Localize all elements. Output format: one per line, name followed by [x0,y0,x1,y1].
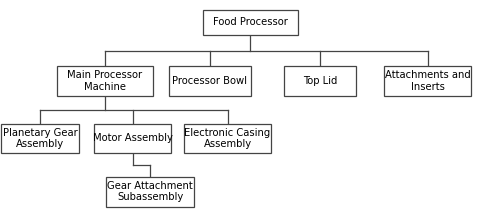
FancyBboxPatch shape [106,177,194,207]
Text: Food Processor: Food Processor [212,17,288,27]
FancyBboxPatch shape [184,124,271,153]
Text: Planetary Gear
Assembly: Planetary Gear Assembly [2,128,78,149]
FancyBboxPatch shape [168,66,251,96]
FancyBboxPatch shape [284,66,356,96]
Text: Motor Assembly: Motor Assembly [92,134,172,143]
FancyBboxPatch shape [94,124,171,153]
Text: Processor Bowl: Processor Bowl [172,76,248,86]
FancyBboxPatch shape [2,124,79,153]
Text: Top Lid: Top Lid [303,76,337,86]
Text: Attachments and
Inserts: Attachments and Inserts [384,70,470,92]
FancyBboxPatch shape [202,10,298,35]
FancyBboxPatch shape [384,66,471,96]
FancyBboxPatch shape [58,66,152,96]
Text: Electronic Casing
Assembly: Electronic Casing Assembly [184,128,270,149]
Text: Main Processor
Machine: Main Processor Machine [68,70,142,92]
Text: Gear Attachment
Subassembly: Gear Attachment Subassembly [107,181,193,203]
